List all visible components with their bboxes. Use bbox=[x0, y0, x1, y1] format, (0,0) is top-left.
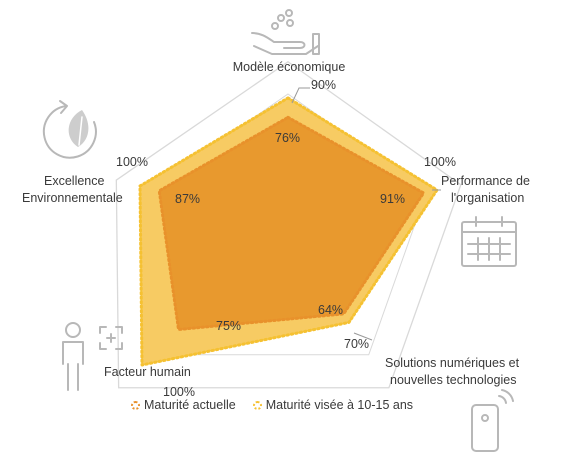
axis-label-excellence-line2: Environnementale bbox=[22, 191, 123, 205]
data-label-target-modele: 90% bbox=[311, 78, 336, 92]
data-label-current-excellence: 87% bbox=[175, 192, 200, 206]
data-label-current-solutions: 64% bbox=[318, 303, 343, 317]
callout-lines bbox=[291, 87, 441, 341]
legend-marker-target bbox=[252, 400, 263, 411]
data-label-target-performance: 100% bbox=[424, 155, 456, 169]
callout-line-axis2 bbox=[353, 332, 373, 341]
hand-coins-icon bbox=[251, 9, 320, 55]
series-current-area bbox=[157, 115, 426, 331]
calendar-icon bbox=[461, 216, 517, 267]
axis-label-modele-economique: Modèle économique bbox=[233, 60, 346, 74]
person-scan-icon bbox=[62, 322, 123, 391]
grid-ring-5 bbox=[115, 60, 462, 389]
data-label-target-excellence: 100% bbox=[116, 155, 148, 169]
axis-label-excellence-line1: Excellence bbox=[44, 174, 104, 188]
axis-label-performance-line2: l'organisation bbox=[451, 191, 524, 205]
data-label-target-solutions: 70% bbox=[344, 337, 369, 351]
data-label-current-facteur: 75% bbox=[216, 319, 241, 333]
callout-line-axis0 bbox=[291, 87, 310, 104]
legend-item-target: Maturité visée à 10-15 ans bbox=[252, 398, 413, 412]
axis-label-solutions-line1: Solutions numériques et bbox=[385, 356, 520, 370]
axis-label-performance-line1: Performance de bbox=[441, 174, 530, 188]
legend-item-current: Maturité actuelle bbox=[130, 398, 236, 412]
axis-label-solutions-line2: nouvelles technologies bbox=[390, 373, 516, 387]
legend-label-target: Maturité visée à 10-15 ans bbox=[265, 398, 414, 412]
recycle-leaf-icon bbox=[42, 100, 97, 159]
axis-label-facteur-humain: Facteur humain bbox=[104, 365, 191, 379]
legend-label-current: Maturité actuelle bbox=[144, 398, 236, 412]
data-label-target-facteur: 100% bbox=[163, 385, 195, 399]
data-label-current-performance: 91% bbox=[380, 192, 405, 206]
legend-marker-current bbox=[130, 400, 141, 411]
data-label-current-modele: 76% bbox=[275, 131, 300, 145]
chart-legend: Maturité actuelle Maturité visée à 10-15… bbox=[130, 398, 413, 412]
phone-signal-icon bbox=[471, 389, 514, 452]
